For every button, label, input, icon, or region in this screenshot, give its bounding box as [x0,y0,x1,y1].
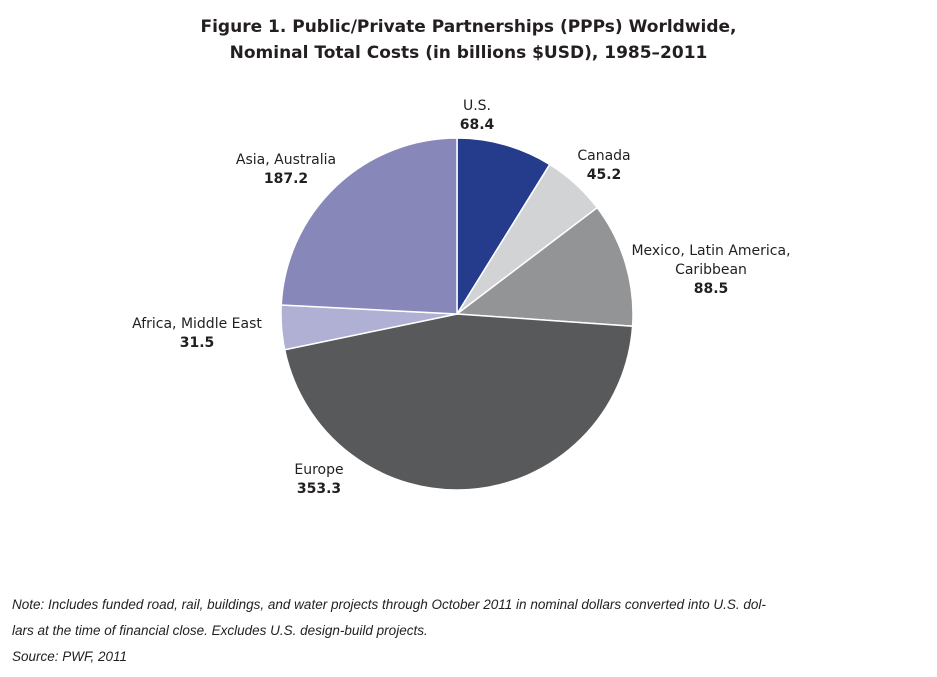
pie-slice-u-s [456,137,551,317]
pie-slice-mexico-latin-america-caribbean [454,206,634,328]
title-line-2: Nominal Total Costs (in billions $USD), … [229,43,708,63]
label-us: U.S. 68.4 [447,97,507,135]
label-europe: Europe 353.3 [279,461,359,499]
source-line: Source: PWF, 2011 [12,649,128,664]
pie-slice-asia-australia [280,137,458,315]
chart-title: Figure 1. Public/Private Partnerships (P… [0,14,937,66]
title-line-1: Figure 1. Public/Private Partnerships (P… [200,17,737,37]
slice-label: Africa, Middle East [132,316,262,332]
slice-value: 68.4 [459,117,495,133]
slice-value: 88.5 [693,281,729,297]
slice-label: Europe [294,462,344,478]
note-line-1: Note: Includes funded road, rail, buildi… [12,597,766,612]
chart-note: Note: Includes funded road, rail, buildi… [12,592,927,670]
slice-label: Canada [577,148,631,164]
slice-label: Caribbean [675,262,747,278]
label-asia: Asia, Australia 187.2 [216,151,356,189]
slice-value: 353.3 [296,481,342,497]
slice-label: Mexico, Latin America, [631,243,791,259]
note-line-2: lars at the time of financial close. Exc… [12,623,428,638]
label-africa: Africa, Middle East 31.5 [107,315,287,353]
slice-label: U.S. [462,98,492,114]
slice-value: 187.2 [263,171,309,187]
slice-value: 45.2 [586,167,622,183]
slice-value: 31.5 [179,335,215,351]
slice-label: Asia, Australia [235,152,337,168]
label-mexico: Mexico, Latin America, Caribbean 88.5 [611,242,811,299]
label-canada: Canada 45.2 [564,147,644,185]
pie-slice-europe [283,313,634,491]
